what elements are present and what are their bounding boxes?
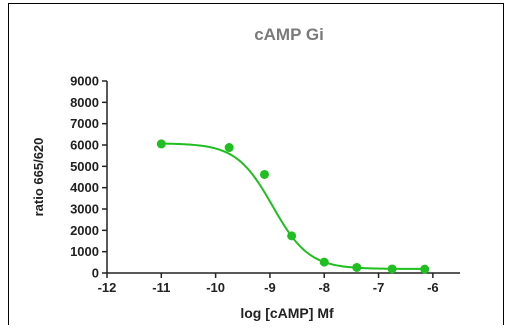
x-tick-label: -10 [206,280,225,295]
y-tick-label: 4000 [70,180,99,195]
fit-curve-layer [161,142,425,270]
y-tick-label: 2000 [70,223,99,238]
data-point [387,264,397,274]
x-tick-label: -12 [98,280,117,295]
x-tick-label: -6 [427,280,439,295]
fit-curve [161,142,425,270]
data-point [352,262,362,272]
data-points [156,139,430,274]
x-tick-label: -8 [318,280,330,295]
x-tick-label: -7 [373,280,385,295]
data-point [224,143,234,153]
data-point [156,139,166,149]
axes: 0 1000 2000 3000 4000 5000 6000 7000 8000 9000 -12… [70,74,460,295]
data-point [259,169,269,179]
data-point [319,257,329,267]
y-tick-label: 0 [92,266,99,281]
x-axis-label: log [cAMP] Mf [240,305,334,321]
y-tick-label: 1000 [70,244,99,259]
y-tick-label: 8000 [70,95,99,110]
y-tick-label: 3000 [70,202,99,217]
x-tick-label: -11 [152,280,170,295]
chart-title: cAMP Gi [254,25,324,44]
y-tick-label: 6000 [70,138,99,153]
y-tick-label: 9000 [70,74,99,89]
x-tick-label: -9 [264,280,276,295]
y-axis-label: ratio 665/620 [31,138,46,217]
chart-frame [8,3,504,325]
data-point [420,264,430,274]
y-tick-label: 7000 [70,116,99,131]
data-point [287,231,297,241]
y-tick-label: 5000 [70,159,99,174]
